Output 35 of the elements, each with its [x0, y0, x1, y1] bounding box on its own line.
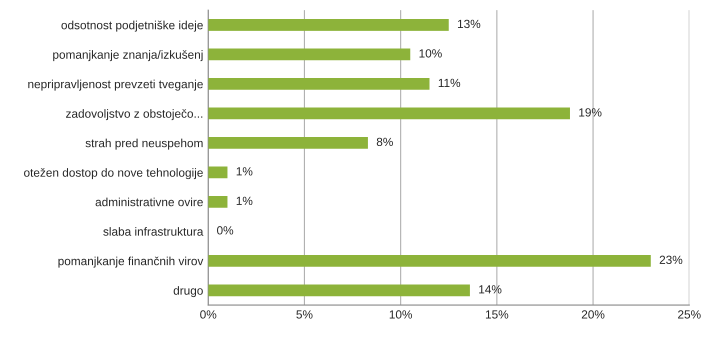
x-tick-label: 10% — [390, 310, 412, 319]
data-label: 11% — [438, 78, 460, 88]
y-tick-label: zadovoljstvo z obstoječo... — [66, 109, 202, 120]
data-label: 23% — [660, 256, 682, 264]
bar — [208, 136, 368, 149]
y-tick-label: pomanjkanje finančnih virov — [58, 256, 204, 268]
x-tick-label: 25% — [678, 310, 701, 319]
data-label: 1% — [236, 167, 252, 176]
data-label: 19% — [579, 108, 602, 117]
y-tick-label: otežen dostop do nove tehnologije — [24, 168, 203, 180]
y-tick-label: slaba infrastruktura — [103, 227, 204, 236]
x-tick-label: 5% — [296, 310, 313, 319]
x-tick-label: 0% — [200, 310, 216, 319]
data-label: 1% — [236, 196, 252, 205]
bar — [208, 107, 570, 120]
y-tick-label: nepripravljenost prevzeti tveganje — [28, 80, 203, 91]
bar — [208, 78, 430, 90]
data-label: 0% — [217, 226, 234, 235]
bar — [208, 254, 651, 267]
y-tick-label: strah pred neuspehom — [86, 138, 203, 150]
y-tick-label: administrativne ovire — [96, 198, 203, 206]
y-tick-label: drugo — [174, 286, 203, 298]
bar — [208, 48, 410, 60]
data-label: 13% — [458, 20, 480, 28]
y-tick-label: odsotnost podjetniške ideje — [61, 20, 203, 32]
bar — [208, 166, 228, 178]
bar — [208, 19, 449, 31]
data-label: 14% — [479, 285, 502, 294]
bar — [208, 284, 470, 296]
data-label: 8% — [376, 138, 393, 146]
x-tick-label: 20% — [582, 310, 604, 319]
bar — [208, 196, 228, 208]
x-tick-label: 15% — [486, 310, 508, 319]
data-label: 10% — [420, 49, 442, 58]
y-tick-label: pomanjkanje znanja/izkušenj — [53, 50, 203, 62]
